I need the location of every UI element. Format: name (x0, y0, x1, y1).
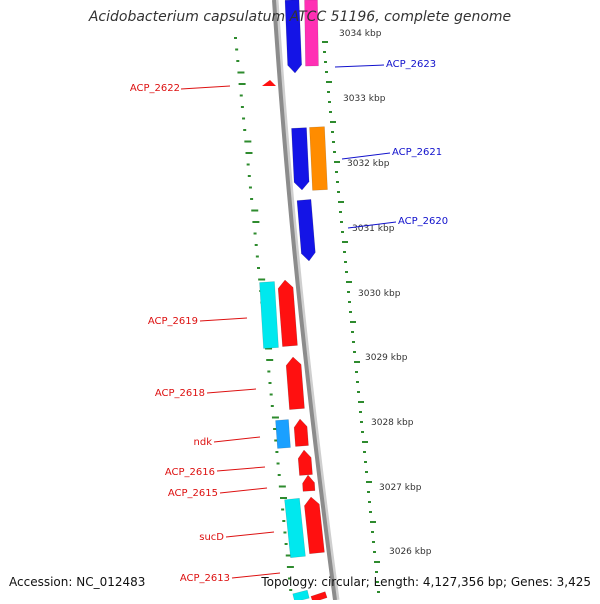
scale-ticks-track: 3034 kbp 3033 kbp 3032 kbp 3031 kbp 3030 kbp… (322, 29, 432, 593)
gene-acp-2623 (284, 0, 302, 74)
gene-label: sucD (199, 532, 224, 543)
gene-acp-2619-rna (259, 281, 279, 349)
gene-label: ACP_2621 (392, 147, 442, 158)
topology-info-text: Topology: circular; Length: 4,127,356 bp… (261, 575, 591, 589)
scale-label: 3029 kbp (365, 353, 408, 363)
label-leader-lines (180, 64, 397, 579)
map-title: Acidobacterium capsulatum ATCC 51196, co… (88, 9, 512, 25)
gene-acp-2621-rna (309, 126, 328, 191)
leader-line (180, 85, 231, 90)
scale-label: 3033 kbp (343, 94, 386, 104)
scale-label: 3027 kbp (379, 483, 422, 493)
leader-line (225, 531, 275, 538)
leader-line (347, 221, 397, 229)
leader-line (334, 64, 385, 68)
gene-acp-2616 (297, 449, 313, 476)
scale-label: 3030 kbp (358, 289, 401, 299)
gene-label: ACP_2616 (165, 467, 215, 478)
leader-line (219, 487, 268, 494)
gene-acp-2620 (296, 199, 316, 262)
gene-label: ACP_2620 (398, 216, 448, 227)
gene-label: ndk (194, 437, 213, 448)
accession-text: Accession: NC_012483 (9, 575, 146, 589)
gene-acp-2613-rna (292, 589, 310, 603)
gene-acp-2613 (310, 591, 328, 603)
backbone-line (272, 0, 337, 601)
gene-acp-2618 (285, 356, 305, 410)
leader-line (341, 152, 391, 160)
gene-acp-2621 (291, 127, 310, 191)
gene-acp-2619 (277, 279, 298, 347)
leader-line (231, 572, 281, 579)
leader-line (216, 466, 266, 472)
gene-ndk-rna (275, 419, 291, 449)
genome-backbone (272, 0, 340, 601)
scale-label: 3031 kbp (352, 224, 395, 234)
leader-line (199, 317, 248, 322)
gene-label: ACP_2615 (168, 488, 218, 499)
scale-label: 3032 kbp (347, 159, 390, 169)
gene-sucd-rna (284, 497, 306, 559)
gene-label: ACP_2618 (155, 388, 205, 399)
gene-label: ACP_2619 (148, 316, 198, 327)
gene-label: ACP_2622 (130, 83, 180, 94)
gene-ndk (293, 418, 309, 447)
gene-label: ACP_2623 (386, 59, 436, 70)
gene-label: ACP_2613 (180, 573, 230, 584)
gene-acp-2623-rna (304, 0, 319, 67)
gene-features (259, 0, 328, 603)
scale-label: 3028 kbp (371, 418, 414, 428)
gene-labels: ACP_2622 ACP_2623 ACP_2621 ACP_2620 ACP_2619… (130, 59, 448, 584)
scale-label: 3034 kbp (339, 29, 382, 39)
gene-acp-2615 (302, 474, 316, 492)
scale-label: 3026 kbp (389, 547, 432, 557)
gene-sucd (304, 496, 325, 555)
leader-line (206, 388, 257, 394)
gene-acp-2622 (262, 80, 276, 86)
leader-line (213, 436, 261, 443)
